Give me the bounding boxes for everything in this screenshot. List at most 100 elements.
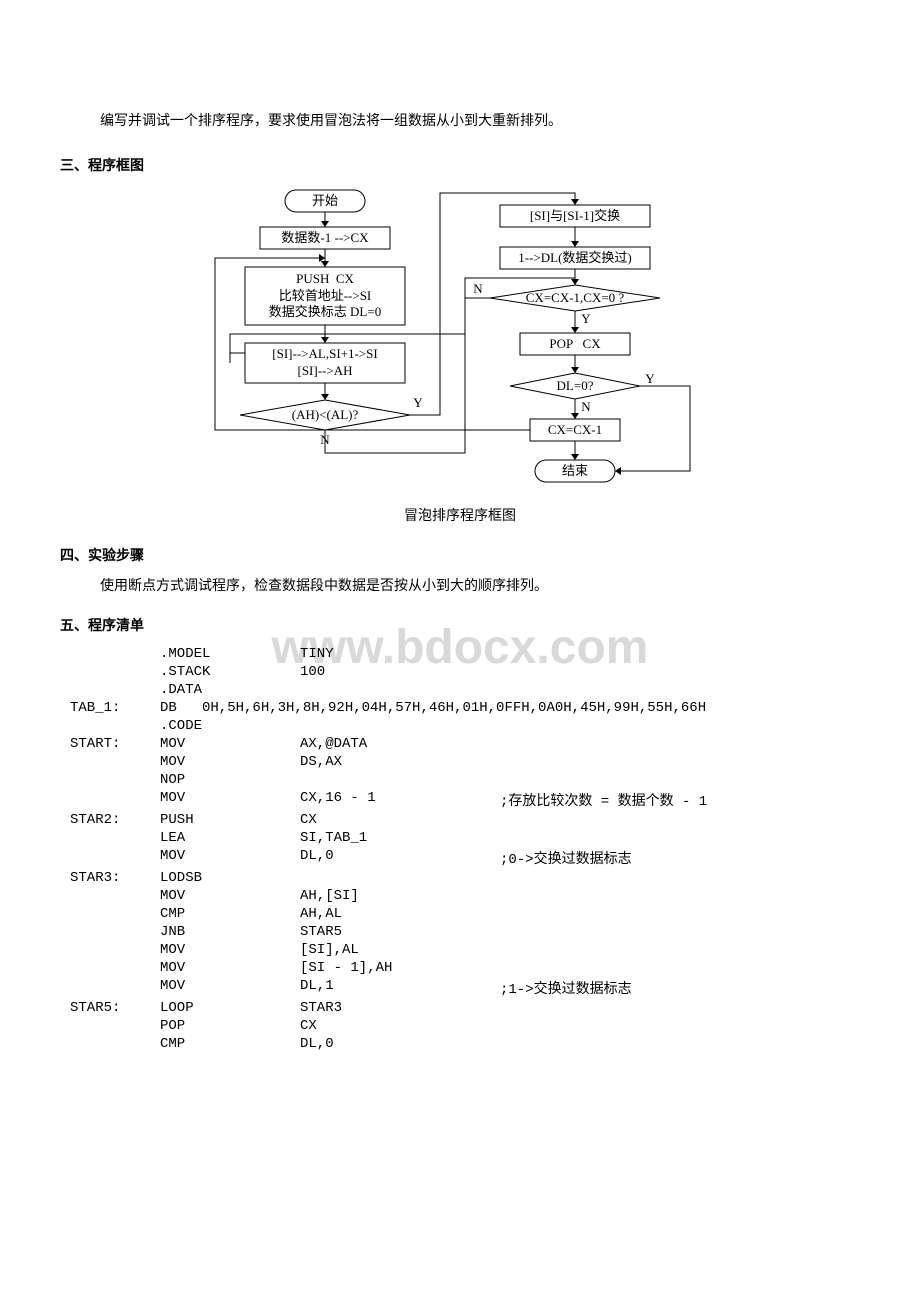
code-arg: CX,16 - 1 — [300, 789, 500, 811]
code-label — [70, 663, 160, 681]
code-row: .DATA — [70, 681, 707, 699]
code-op: MOV — [160, 977, 300, 999]
code-comment — [500, 887, 707, 905]
code-arg: AH,AL — [300, 905, 500, 923]
code-row: .STACK100 — [70, 663, 707, 681]
code-row: MOVDL,0;0->交换过数据标志 — [70, 847, 707, 869]
code-op: MOV — [160, 753, 300, 771]
code-label: TAB_1: — [70, 699, 160, 717]
code-comment — [500, 811, 707, 829]
code-arg — [300, 869, 500, 887]
code-op: NOP — [160, 771, 300, 789]
code-label — [70, 645, 160, 663]
code-arg: AX,@DATA — [300, 735, 500, 753]
code-comment — [500, 645, 707, 663]
code-row: MOVDS,AX — [70, 753, 707, 771]
code-comment — [500, 753, 707, 771]
code-op: MOV — [160, 959, 300, 977]
code-op: .MODEL — [160, 645, 300, 663]
code-op: MOV — [160, 847, 300, 869]
code-op: LEA — [160, 829, 300, 847]
flow-n6: 1-->DL(数据交换过) — [500, 247, 650, 269]
code-label — [70, 771, 160, 789]
code-row: MOV[SI],AL — [70, 941, 707, 959]
code-arg: SI,TAB_1 — [300, 829, 500, 847]
flow-n2: PUSH CX 比较首地址-->SI 数据交换标志 DL=0 — [245, 267, 405, 325]
code-op: MOV — [160, 941, 300, 959]
code-row: STAR5:LOOPSTAR3 — [70, 999, 707, 1017]
code-label — [70, 977, 160, 999]
code-arg: STAR3 — [300, 999, 500, 1017]
code-arg: 100 — [300, 663, 500, 681]
code-label — [70, 717, 160, 735]
flowchart-caption: 冒泡排序程序框图 — [60, 505, 860, 525]
code-row: TAB_1:DB 0H,5H,6H,3H,8H,92H,04H,57H,46H,… — [70, 699, 707, 717]
code-listing: .MODELTINY.STACK100.DATATAB_1:DB 0H,5H,6… — [70, 645, 707, 1053]
flow-n4: (AH)<(AL)? — [240, 404, 410, 426]
code-arg: STAR5 — [300, 923, 500, 941]
code-label — [70, 923, 160, 941]
code-arg: DS,AX — [300, 753, 500, 771]
code-arg: CX — [300, 811, 500, 829]
flowchart-diagram: 开始 数据数-1 -->CX PUSH CX 比较首地址-->SI 数据交换标志… — [180, 185, 740, 495]
code-op: PUSH — [160, 811, 300, 829]
code-label — [70, 905, 160, 923]
code-row: NOP — [70, 771, 707, 789]
code-label — [70, 681, 160, 699]
code-label — [70, 789, 160, 811]
code-op: MOV — [160, 887, 300, 905]
code-label — [70, 941, 160, 959]
code-op: .STACK — [160, 663, 300, 681]
flow-n10: CX=CX-1 — [530, 419, 620, 441]
flow-n3: [SI]-->AL,SI+1->SI [SI]-->AH — [245, 343, 405, 383]
code-label — [70, 847, 160, 869]
intro-text: 编写并调试一个排序程序，要求使用冒泡法将一组数据从小到大重新排列。 — [100, 110, 860, 130]
flow-n8: POP CX — [520, 333, 630, 355]
flow-n4-n: N — [315, 432, 335, 448]
code-comment — [500, 735, 707, 753]
code-op: MOV — [160, 789, 300, 811]
code-comment: ;1->交换过数据标志 — [500, 977, 707, 999]
code-comment — [500, 663, 707, 681]
code-op: .DATA — [160, 681, 300, 699]
code-op: LOOP — [160, 999, 300, 1017]
flow-n7-y: Y — [578, 311, 594, 327]
code-row: POPCX — [70, 1017, 707, 1035]
code-comment — [500, 869, 707, 887]
code-row: CMPAH,AL — [70, 905, 707, 923]
code-comment — [500, 959, 707, 977]
code-row: .MODELTINY — [70, 645, 707, 663]
code-op: POP — [160, 1017, 300, 1035]
code-label: STAR2: — [70, 811, 160, 829]
flow-start: 开始 — [285, 190, 365, 212]
code-label — [70, 887, 160, 905]
code-label: STAR3: — [70, 869, 160, 887]
code-arg: DL,0 — [300, 847, 500, 869]
code-label — [70, 1035, 160, 1053]
code-op: .CODE — [160, 717, 300, 735]
code-row: JNBSTAR5 — [70, 923, 707, 941]
flow-n7: CX=CX-1,CX=0 ? — [490, 287, 660, 309]
code-arg: [SI],AL — [300, 941, 500, 959]
code-label — [70, 959, 160, 977]
code-label — [70, 753, 160, 771]
code-comment — [500, 829, 707, 847]
code-label: START: — [70, 735, 160, 753]
code-op: LODSB — [160, 869, 300, 887]
code-comment — [500, 717, 707, 735]
code-op: CMP — [160, 1035, 300, 1053]
code-comment — [500, 905, 707, 923]
code-comment: ;0->交换过数据标志 — [500, 847, 707, 869]
code-comment — [500, 999, 707, 1017]
code-arg: DL,0 — [300, 1035, 500, 1053]
code-comment — [500, 681, 707, 699]
code-arg: DL,1 — [300, 977, 500, 999]
flow-end: 结束 — [535, 460, 615, 482]
code-row: .CODE — [70, 717, 707, 735]
code-op: JNB — [160, 923, 300, 941]
flow-n7-n: N — [470, 281, 486, 297]
code-row: STAR3:LODSB — [70, 869, 707, 887]
code-row: MOVDL,1;1->交换过数据标志 — [70, 977, 707, 999]
code-arg: TINY — [300, 645, 500, 663]
flow-n9-n: N — [578, 399, 594, 415]
